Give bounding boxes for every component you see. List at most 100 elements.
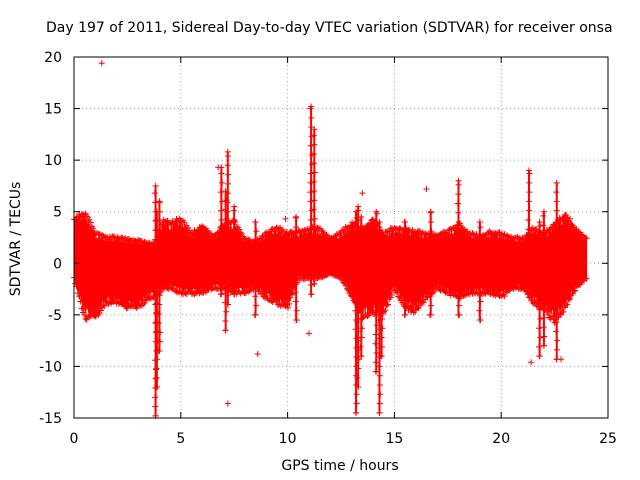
data-point [477,224,484,231]
data-point [554,216,561,223]
data-point [160,284,167,291]
data-point [496,293,503,300]
data-point [253,228,260,235]
data-point [537,278,544,285]
data-point [224,148,231,155]
y-tick-label: 0 [53,256,62,272]
data-point [155,310,162,317]
data-point [373,294,380,301]
data-point [353,400,360,407]
data-point [504,288,511,295]
data-point [522,234,529,241]
data-point [141,300,148,307]
data-point [377,391,384,398]
data-point [428,284,435,291]
data-point [157,217,164,224]
data-point [311,215,318,222]
data-point [94,310,101,317]
data-point-outlier [282,301,289,308]
data-point [402,265,409,272]
data-point [147,241,154,248]
data-point [324,232,331,239]
data-point [455,293,462,300]
data-point [549,224,556,231]
data-point [253,302,260,309]
x-tick-label: 25 [599,431,617,447]
y-tick-label: 15 [44,102,62,118]
data-point [455,284,462,291]
data-point [156,236,162,243]
data-point [90,225,97,232]
data-point [553,207,560,214]
data-point [378,334,385,341]
data-point [168,285,175,292]
data-point [378,269,385,276]
data-point [529,299,536,306]
y-tick-label: 20 [44,50,62,66]
data-point [525,226,532,233]
data-point [96,310,103,317]
data-point [476,317,483,324]
data-point [427,256,434,263]
data-point [79,309,86,316]
data-point [455,274,462,281]
data-point [427,274,434,281]
data-point [144,296,151,303]
data-point [357,343,364,350]
data-point [536,269,543,276]
data-point [402,274,409,281]
data-point [379,315,386,322]
data-point [526,244,533,251]
data-point [307,179,314,186]
data-point [401,246,408,253]
data-point [332,272,339,279]
data-point [199,223,206,230]
data-point [402,284,409,291]
data-point [85,214,92,221]
data-point [526,189,533,196]
data-point [253,274,260,281]
data-point [252,246,259,253]
data-point [165,220,172,227]
data-point [427,265,434,272]
data-point [553,281,560,288]
data-point [476,289,483,296]
data-point [222,327,229,334]
data-point [536,219,543,226]
data-point [410,309,417,316]
data-series-sdtvar [71,60,590,419]
data-point [367,310,374,317]
data-point [307,263,314,270]
data-point [554,309,561,316]
data-point [292,233,299,240]
data-point [259,290,266,297]
data-point [230,226,237,233]
data-point [492,292,499,299]
data-point [224,301,231,308]
data-point [128,302,135,309]
data-point [153,374,160,381]
data-point [146,295,153,302]
data-point [428,246,435,253]
data-point [367,219,374,226]
data-point [347,222,354,229]
data-point [376,219,383,226]
data-point [456,237,463,244]
data-point [217,189,224,196]
data-point [573,283,580,290]
data-point [293,242,300,249]
data-point [156,198,163,205]
data-point [293,307,300,314]
data-point [376,400,383,407]
data-point [77,298,84,305]
data-point [293,224,300,231]
data-point [357,269,364,276]
data-point [540,212,547,219]
data-point [353,391,360,398]
data-point [231,244,238,251]
data-point [402,219,409,226]
data-point [322,272,329,279]
data-point [237,229,244,236]
data-point [129,236,136,243]
data-point [231,216,238,223]
